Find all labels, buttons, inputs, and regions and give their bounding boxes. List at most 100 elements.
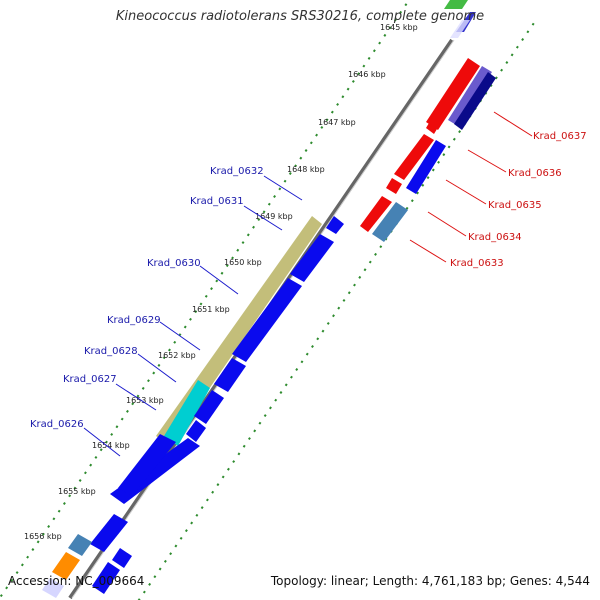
gene-lower-3[interactable]	[112, 548, 132, 568]
tick-mark	[337, 306, 341, 310]
tick-mark	[52, 517, 56, 521]
tick-mark	[526, 30, 530, 34]
leader-line	[199, 265, 239, 295]
axis-tick-label: 1649 kbp	[255, 212, 293, 221]
gene-lower-white[interactable]	[42, 578, 64, 598]
tick-mark	[346, 87, 350, 91]
tick-mark	[15, 571, 19, 575]
tick-mark	[273, 195, 276, 199]
tick-mark	[36, 540, 40, 544]
reverse-genes	[360, 58, 496, 242]
gene-label[interactable]: Krad_0634	[468, 232, 522, 243]
tick-mark	[290, 375, 293, 379]
tick-mark	[305, 352, 309, 356]
axis-tick-label: 1645 kbp	[380, 23, 418, 32]
gene-krad-0633[interactable]	[372, 202, 408, 242]
gene-krad-0631[interactable]	[326, 216, 344, 234]
gene-label[interactable]: Krad_0637	[533, 131, 587, 142]
tick-mark	[73, 486, 77, 490]
gene-krad-0627[interactable]	[186, 420, 206, 442]
gene-krad-0634-b[interactable]	[360, 196, 392, 232]
tick-mark	[162, 356, 166, 360]
leader-line	[409, 239, 447, 263]
gene-krad-0637-segment[interactable]	[448, 66, 492, 126]
gene-krad-0634[interactable]	[386, 178, 402, 194]
feature-white-top[interactable]	[450, 20, 470, 38]
gene-krad-0630[interactable]	[232, 278, 302, 362]
gene-krad-0632-overlay[interactable]	[164, 380, 210, 446]
gene-label[interactable]: Krad_0635	[488, 200, 542, 211]
tick-mark	[26, 555, 30, 559]
gene-krad-0637-b[interactable]	[454, 72, 496, 130]
tick-mark	[83, 471, 87, 475]
tick-mark	[258, 421, 262, 425]
gene-lower-1[interactable]	[118, 434, 176, 496]
tick-mark	[152, 371, 156, 375]
tick-mark	[410, 199, 414, 203]
tick-mark	[505, 61, 509, 65]
tick-mark	[515, 45, 519, 49]
tick-mark	[357, 72, 361, 76]
tick-mark	[347, 291, 351, 295]
tick-mark	[104, 440, 108, 444]
tick-mark	[311, 344, 314, 348]
tick-mark	[294, 164, 298, 168]
reverse-gene-labels	[409, 111, 533, 263]
tick-mark	[199, 302, 203, 306]
gene-krad-0636[interactable]	[426, 118, 440, 134]
gene-lower-2[interactable]	[90, 514, 128, 552]
tick-mark	[157, 363, 161, 367]
tick-mark	[189, 317, 192, 321]
gene-lower-orange[interactable]	[52, 552, 80, 580]
feature-green[interactable]	[444, 0, 468, 9]
tick-mark	[142, 590, 146, 594]
gene-label[interactable]: Krad_0630	[147, 258, 201, 269]
tick-mark	[210, 287, 213, 291]
gene-krad-0637[interactable]	[426, 58, 480, 130]
tick-mark	[242, 444, 246, 448]
tick-mark	[267, 202, 271, 206]
tick-mark	[68, 494, 72, 498]
gene-lower-4[interactable]	[92, 562, 120, 594]
gene-lower-steelblue[interactable]	[68, 534, 92, 556]
tick-mark	[378, 41, 382, 45]
axis-tick-label: 1648 kbp	[287, 165, 325, 174]
tick-mark	[358, 275, 362, 279]
tick-mark	[320, 125, 324, 129]
gene-krad-0628[interactable]	[194, 390, 224, 424]
tick-mark	[494, 76, 498, 80]
gene-label[interactable]: Krad_0628	[84, 346, 138, 357]
gene-label[interactable]: Krad_0629	[107, 315, 161, 326]
tick-mark	[330, 110, 334, 114]
gene-krad-0631-b[interactable]	[290, 234, 334, 282]
gene-krad-0629[interactable]	[214, 358, 246, 392]
tick-mark	[215, 279, 219, 283]
axis-tick-label: 1655 kbp	[58, 487, 96, 496]
tick-mark	[216, 483, 220, 487]
tick-mark	[500, 68, 504, 72]
tick-mark	[321, 329, 325, 333]
tick-mark	[510, 53, 514, 57]
gene-krad-0635[interactable]	[406, 140, 446, 194]
gene-label[interactable]: Krad_0631	[190, 196, 244, 207]
tick-mark	[299, 156, 303, 160]
tick-mark	[99, 448, 103, 452]
gene-label[interactable]: Krad_0636	[508, 168, 562, 179]
gene-label[interactable]: Krad_0632	[210, 166, 264, 177]
tick-mark	[163, 559, 167, 563]
axis-tick-label: 1650 kbp	[224, 258, 262, 267]
tick-mark	[283, 179, 287, 183]
tick-mark	[41, 532, 45, 536]
leader-line	[445, 179, 487, 205]
tick-mark	[173, 340, 177, 344]
gene-label[interactable]: Krad_0633	[450, 258, 504, 269]
forward-gene-labels	[83, 175, 303, 457]
tick-mark	[379, 245, 383, 249]
gene-label[interactable]: Krad_0627	[63, 374, 117, 385]
tick-mark	[205, 498, 209, 502]
gene-krad-0636-b[interactable]	[394, 134, 434, 180]
tick-mark	[452, 137, 456, 141]
gene-label[interactable]: Krad_0626	[30, 419, 84, 430]
tick-mark	[231, 256, 234, 260]
tick-mark	[31, 548, 35, 552]
